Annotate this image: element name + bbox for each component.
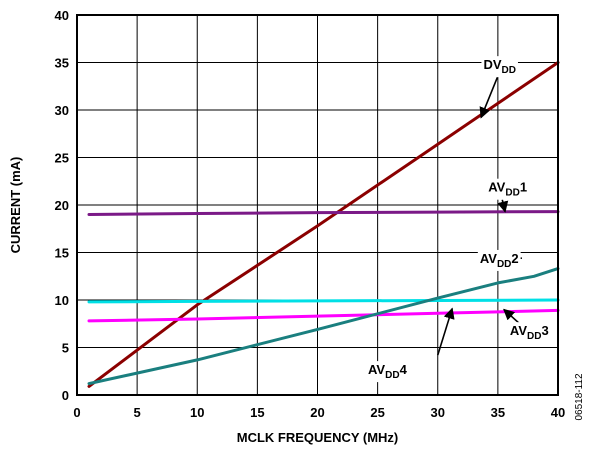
figure-code: 06518-112	[574, 373, 585, 421]
x-tick-label: 40	[551, 405, 565, 420]
plot-frame	[76, 14, 559, 396]
data-series	[87, 61, 560, 388]
x-tick-label: 20	[310, 405, 324, 420]
x-tick-label: 0	[73, 405, 80, 420]
series-label-avdd4: AVDD4	[368, 362, 408, 381]
series-label-background	[486, 178, 530, 200]
series-label-background	[366, 361, 410, 383]
y-tick-label: 5	[62, 341, 69, 356]
y-tick-label: 15	[55, 246, 69, 261]
series-line-avdd1	[87, 210, 560, 216]
annotation-arrow-avdd4	[436, 307, 455, 356]
series-label-avdd3: AVDD3	[510, 323, 549, 342]
annotation-arrow-avdd1	[497, 199, 509, 213]
series-line-avdd2	[87, 298, 560, 304]
series-line-avdd3	[87, 308, 560, 323]
y-tick-labels: 0 5 10 15 20 25 30 35 40	[55, 8, 69, 403]
x-tick-label: 5	[134, 405, 141, 420]
x-tick-label: 15	[250, 405, 264, 420]
y-tick-label: 10	[55, 293, 69, 308]
series-label-avdd1: AVDD1	[488, 180, 527, 199]
annotation-arrow-dvdd	[479, 76, 499, 119]
series-line-dvdd	[87, 61, 560, 388]
series-label-background	[477, 249, 521, 271]
x-tick-label: 35	[491, 405, 505, 420]
x-axis-title: MCLK FREQUENCY (MHz)	[237, 430, 399, 445]
series-annotations: DVDD AVDD1 AVDD2 AVDD3 AVDD4	[366, 56, 551, 383]
x-tick-label: 30	[431, 405, 445, 420]
y-tick-label: 20	[55, 198, 69, 213]
x-tick-label: 10	[190, 405, 204, 420]
series-label-background	[507, 322, 551, 344]
y-tick-label: 30	[55, 103, 69, 118]
series-label-dvdd: DVDD	[483, 57, 516, 76]
x-tick-label: 25	[370, 405, 384, 420]
series-line-avdd4	[87, 267, 560, 386]
y-tick-label: 0	[62, 388, 69, 403]
series-label-background	[481, 56, 518, 78]
x-tick-labels: 0 5 10 15 20 25 30 35 40	[73, 405, 565, 420]
y-tick-label: 40	[55, 8, 69, 23]
series-label-avdd2: AVDD2	[480, 251, 519, 270]
y-axis-title: CURRENT (mA)	[8, 157, 23, 254]
y-tick-label: 25	[55, 151, 69, 166]
y-tick-label: 35	[55, 56, 69, 71]
